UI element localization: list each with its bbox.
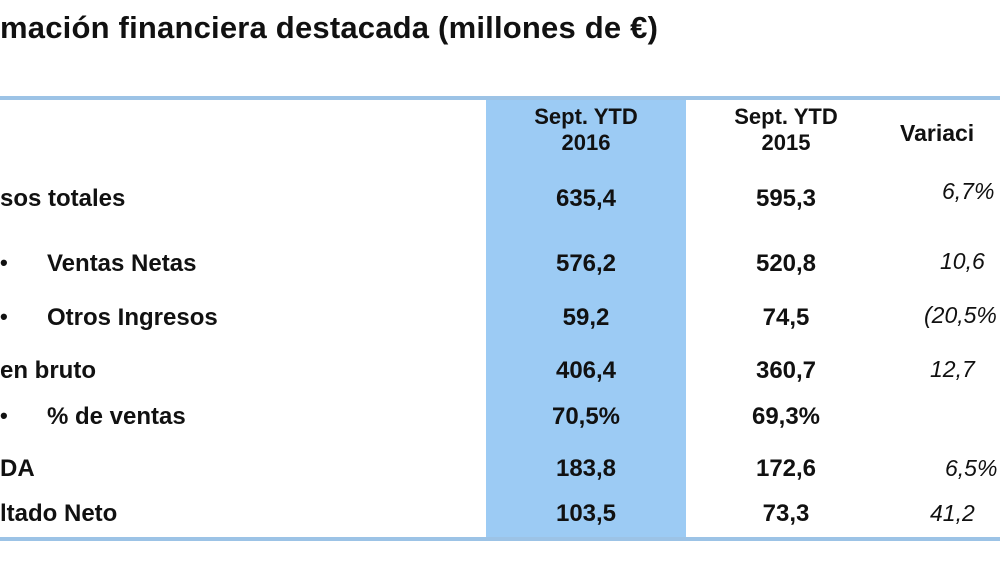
row-value-2015: 74,5 [762, 304, 810, 331]
row-value-2015: 520,8 [755, 250, 817, 277]
row-variation: (20,5% [924, 302, 997, 328]
page-title: mación financiera destacada (millones de… [0, 10, 659, 45]
row-label: Ventas Netas [47, 250, 197, 277]
row-value-2016: 70,5% [551, 403, 621, 430]
row-value-2016: 103,5 [555, 500, 617, 527]
bullet-icon: • [0, 403, 8, 428]
table-bottom-rule [0, 537, 1000, 541]
row-value-2016: 635,4 [555, 185, 617, 212]
row-value-2015: 73,3 [762, 500, 810, 527]
table-top-rule [0, 96, 1000, 100]
header-2016-line1: Sept. YTD [534, 104, 638, 129]
row-variation: 6,7% [942, 178, 995, 204]
row-value-2016: 59,2 [562, 304, 610, 331]
row-variation: 41,2 [930, 500, 975, 526]
bullet-icon: • [0, 304, 8, 329]
row-value-2016: 576,2 [555, 250, 617, 277]
row-value-2016: 183,8 [555, 455, 617, 482]
header-2015: Sept. YTD 2015 [686, 104, 886, 157]
row-label: en bruto [0, 357, 96, 384]
header-variation: Variaci [900, 120, 975, 146]
row-value-2015: 360,7 [755, 357, 817, 384]
row-value-2015: 172,6 [755, 455, 817, 482]
highlight-column-2016 [486, 100, 686, 537]
row-value-2015: 595,3 [755, 185, 817, 212]
row-label: sos totales [0, 185, 126, 212]
header-2016-line2: 2016 [561, 130, 611, 156]
bullet-icon: • [0, 250, 8, 275]
header-2016: Sept. YTD 2016 [486, 104, 686, 157]
row-label: Otros Ingresos [47, 304, 218, 331]
row-label: ltado Neto [0, 500, 118, 527]
row-value-2015: 69,3% [751, 403, 821, 430]
row-label: % de ventas [47, 403, 186, 430]
row-value-2016: 406,4 [555, 357, 617, 384]
header-2015-line2: 2015 [761, 130, 811, 156]
row-variation: 12,7 [930, 356, 975, 382]
row-variation: 6,5% [945, 455, 998, 481]
row-label: DA [0, 455, 35, 482]
header-2015-line1: Sept. YTD [734, 104, 838, 129]
row-variation: 10,6 [940, 248, 985, 274]
